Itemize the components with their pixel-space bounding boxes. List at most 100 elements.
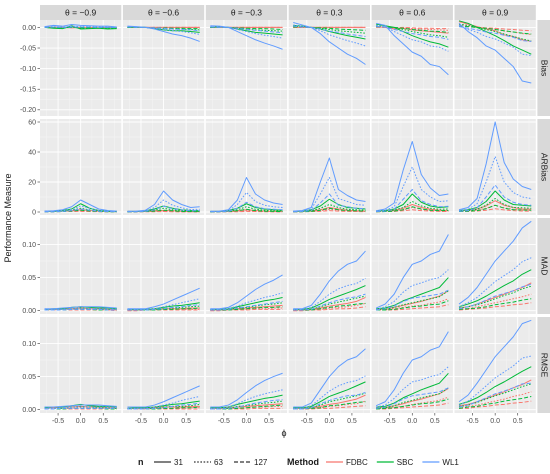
y-tick-label: 0.00 [22,25,36,32]
series-line-sbc-n127 [459,204,532,213]
facet-panel [454,119,536,215]
series-line-sbc-n63 [293,392,366,409]
x-tick-label: -0.5 [135,418,147,425]
series-line-wl1-n127 [293,293,366,311]
column-strip: θ = −0.3 [205,5,288,20]
column-strip: θ = 0.6 [371,5,453,20]
row-strip: MAD [537,218,550,314]
series-line-wl1-n127 [210,399,283,410]
series-line-wl1-n63 [210,26,283,39]
series-line-sbc-n127 [376,26,449,33]
row-strip-label: MAD [539,257,549,276]
series-line-sbc-n127 [376,300,449,311]
facet-panel [371,119,453,215]
series-line-sbc-n31 [127,400,200,409]
y-tick-label: -0.20 [20,107,36,114]
x-axis-title: ϕ [281,428,286,438]
series-line-wl1-n127 [127,26,200,32]
series-line-wl1-n127 [458,184,532,212]
series-line-sbc-n63 [44,307,117,311]
y-tick-label: 0 [32,209,36,216]
legend-label-method: SBC [397,458,414,467]
series-line-sbc-n31 [458,20,532,55]
facet-panel [454,218,536,314]
series-line-sbc-n31 [376,372,449,408]
facet-panel [205,20,288,116]
series-line-wl1-n63 [127,395,200,409]
row-strip-label: RMSE [539,353,549,378]
series-line-wl1-n31 [210,177,283,212]
x-tick-label: 0.0 [76,418,86,425]
series-line-sbc-n63 [376,387,449,409]
facet-panel [288,317,370,413]
series-line-wl1-n127 [458,283,532,310]
series-line-fdbc-n63 [293,302,366,311]
series-line-sbc-n31 [458,366,532,405]
column-strip-bg [122,5,205,20]
series-line-wl1-n63 [458,24,532,56]
series-line-wl1-n31 [293,250,366,310]
series-line-sbc-n31 [127,302,200,310]
series-line-wl1-n31 [375,331,449,407]
facet-panel [205,218,288,314]
x-tick-label: 0.0 [407,418,417,425]
facet-panel [454,317,536,413]
column-strip-label: θ = −0.3 [231,8,262,18]
series-line-wl1-n31 [458,220,532,305]
series-line-wl1-n31 [458,319,532,403]
series-line-fdbc-n63 [376,396,449,409]
series-line-sbc-n63 [127,207,200,213]
row-strip-bg [537,20,550,116]
facet-panel [40,20,122,116]
series-line-sbc-n63 [458,23,532,42]
series-line-fdbc-n63 [458,391,532,408]
x-tick-label: -0.5 [52,418,64,425]
y-tick-label: 20 [28,179,36,186]
series-line-wl1-n127 [210,201,283,213]
series-line-sbc-n127 [376,206,449,213]
facet-panel [40,317,122,413]
y-tick-label: -0.05 [20,45,36,52]
series-line-wl1-n127 [127,304,200,311]
y-tick-label: -0.15 [20,87,36,94]
legend-label-n: 127 [254,458,268,467]
x-tick-label: -0.5 [301,418,313,425]
series-line-wl1-n31 [210,372,283,408]
series-line-sbc-n127 [458,25,532,35]
series-line-sbc-n63 [44,207,117,213]
legend-title-method: Method [287,457,319,467]
series-line-sbc-n63 [210,400,283,409]
series-line-wl1-n127 [127,402,200,410]
series-line-wl1-n63 [210,292,283,310]
series-line-fdbc-n63 [376,298,449,311]
y-tick-label: 40 [28,149,36,156]
x-tick-label: 0.5 [513,418,523,425]
series-line-wl1-n127 [293,25,366,37]
row-strip: RMSE [537,317,550,413]
series-line-wl1-n31 [375,234,449,309]
facet-panel [122,218,205,314]
y-axis-title: Performance Measure [3,173,13,262]
series-line-wl1-n63 [458,355,532,406]
series-line-sbc-n31 [210,394,283,409]
y-tick-label: 0.00 [22,308,36,315]
panels-layer: θ = −0.9 θ = −0.6 θ = −0.3 θ = 0.3 θ = 0.6 θ … [40,5,550,413]
series-line-fdbc-n63 [44,407,117,409]
series-line-sbc-n31 [458,269,532,308]
series-line-wl1-n127 [210,300,283,311]
column-strip-label: θ = −0.6 [148,8,179,18]
series-line-wl1-n63 [293,177,366,212]
series-line-fdbc-n63 [210,210,283,213]
x-tick-label: 0.5 [181,418,191,425]
column-strip-label: θ = 0.9 [482,8,509,18]
column-strip-label: θ = −0.9 [65,8,96,18]
x-tick-label: -0.5 [384,418,396,425]
series-line-wl1-n127 [44,208,117,213]
y-tick-label: 0.05 [22,374,36,381]
x-tick-label: 0.0 [324,418,334,425]
series-line-wl1-n63 [44,406,117,409]
series-line-wl1-n127 [293,193,366,213]
series-line-sbc-n127 [458,395,532,409]
series-line-wl1-n63 [375,269,449,310]
facet-panel [122,119,205,215]
